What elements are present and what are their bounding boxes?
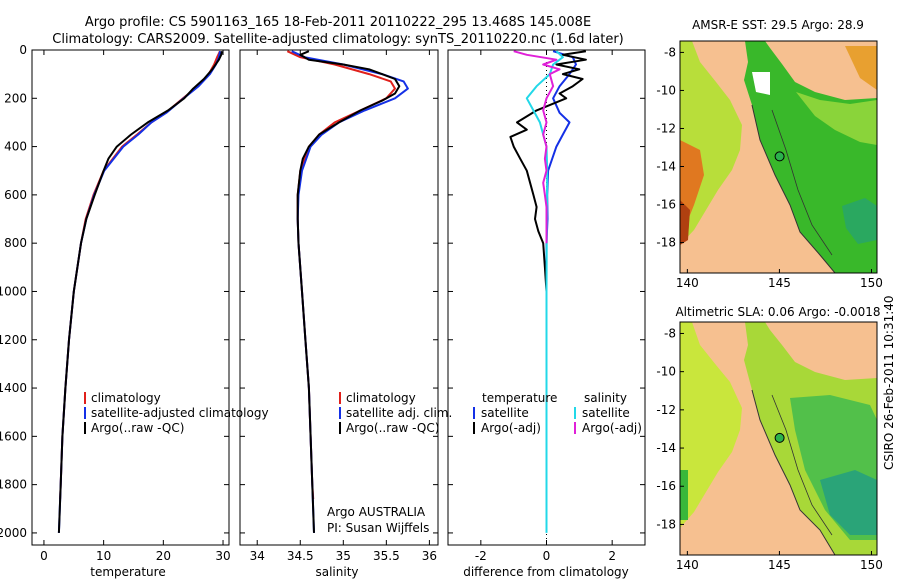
sla-map-frame [679,321,878,556]
legend-label: satellite adj. clim. [346,406,452,420]
reef-contour [771,394,833,536]
y-tick-label: 600 [4,188,27,202]
map-y-tick-label: -18 [656,236,676,250]
x-tick-label: 0 [543,549,551,563]
map-y-tick-label: -12 [656,403,676,417]
sst-map-axes: 140 145 150 -8 -10 -12 -14 -16 -18 [656,45,883,290]
y-tick-label: 1600 [0,429,27,443]
series-line-argo-raw-qc- [296,50,401,533]
map-x-tick-label: 140 [676,558,699,572]
temperature-xlabel: temperature [90,565,165,579]
credit-pi: PI: Susan Wijffels [327,521,429,535]
y-tick-label: 0 [19,43,27,57]
legend-label: Argo(-adj) [582,421,642,435]
x-tick-label: 0 [40,549,48,563]
x-tick-label: 35 [336,549,351,563]
y-tick-label: 2000 [0,526,27,540]
legend-label: climatology [346,391,416,405]
y-tick-label: 1400 [0,381,27,395]
salinity-plot-frame [239,49,439,546]
map-x-tick-label: 150 [860,276,883,290]
warm-patch [680,200,690,245]
legend-label: Argo(..raw -QC) [346,421,439,435]
salinity-legend: climatology satellite adj. clim. Argo(..… [339,391,452,435]
y-tick-label: 800 [4,236,27,250]
y-tick-label: 1200 [0,333,27,347]
series-line-salinity-argo-adj- [513,50,561,244]
map-y-tick-label: -12 [656,121,676,135]
map-x-tick-label: 145 [768,276,791,290]
map-y-tick-label: -16 [656,198,676,212]
map-y-tick-label: -8 [664,45,676,59]
argo-float-marker [774,151,785,162]
sla-patch [680,470,688,520]
x-tick-label: 20 [156,549,171,563]
temperature-plot-frame [31,49,230,546]
gradient-patch [796,92,877,145]
missing-data-patch [752,72,770,95]
reef-contour [771,109,833,256]
series-line-argo-raw-qc- [57,51,223,533]
map-x-tick-label: 145 [768,558,791,572]
map-y-tick-label: -14 [656,441,676,455]
sst-map-title: AMSR-E SST: 29.5 Argo: 28.9 [692,18,864,32]
warm-patch [845,46,877,90]
argo-float-marker [774,432,785,443]
map-x-tick-label: 150 [860,558,883,572]
salinity-xlabel: salinity [315,565,358,579]
y-tick-label: 1000 [0,284,27,298]
x-tick-label: -2 [475,549,487,563]
credit-agency: Argo AUSTRALIA [327,505,426,519]
x-tick-label: 36 [422,549,437,563]
gulf-area [680,322,742,528]
x-tick-label: 30 [215,549,230,563]
coastline [751,104,836,273]
difference-xlabel: difference from climatology [463,565,629,579]
legend-label: Argo(..raw -QC) [91,421,184,435]
y-tick-label: 400 [4,140,27,154]
cool-patch [842,198,877,244]
x-tick-label: 34.5 [287,549,314,563]
legend-title-temperature: temperature [482,391,557,405]
axis-ticks: 0 10 20 30020040060080010001200140016001800… [0,43,645,563]
legend-label: Argo(-adj) [481,421,541,435]
difference-legend: temperature salinity satellite Argo(-adj… [473,391,642,435]
legend-label: satellite [481,406,529,420]
x-tick-label: 34 [250,549,265,563]
island [818,326,862,350]
y-tick-label: 1800 [0,478,27,492]
salinity-series [286,50,409,533]
legend-label: climatology [91,391,161,405]
map-y-tick-label: -10 [656,83,676,97]
temperature-series [57,50,223,533]
legend-label: satellite [582,406,630,420]
map-y-tick-label: -8 [664,326,676,340]
map-y-tick-label: -16 [656,479,676,493]
series-line-temperature-argo-adj- [509,50,587,388]
sla-map-title: Altimetric SLA: 0.06 Argo: -0.0018 [675,305,880,319]
header-line-2: Climatology: CARS2009. Satellite-adjuste… [52,32,624,47]
x-tick-label: 10 [96,549,111,563]
difference-series [509,50,587,533]
x-tick-label: 35.5 [373,549,400,563]
map-y-tick-label: -18 [656,517,676,531]
coastline [751,389,836,555]
sla-map-axes: 140 145 150 -8 -10 -12 -14 -16 -18 [656,326,883,572]
map-y-tick-label: -10 [656,365,676,379]
x-tick-label: 2 [608,549,616,563]
sst-map-frame [679,40,878,274]
legend-label: satellite-adjusted climatology [91,406,269,420]
csiro-timestamp: CSIRO 26-Feb-2011 10:31:40 [882,295,896,470]
sla-low-core [820,470,877,535]
map-x-tick-label: 140 [676,276,699,290]
map-y-tick-label: -14 [656,160,676,174]
y-tick-label: 200 [4,91,27,105]
legend-title-salinity: salinity [584,391,627,405]
header-line-1: Argo profile: CS 5901163_165 18-Feb-2011… [85,15,591,30]
temperature-legend: climatology satellite-adjusted climatolo… [84,391,269,435]
